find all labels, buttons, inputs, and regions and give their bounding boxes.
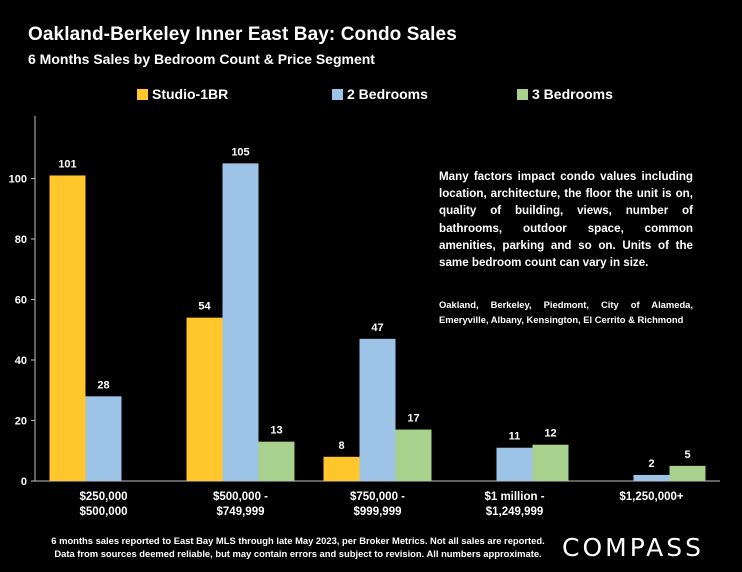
bar (496, 447, 533, 481)
footer-line-2: Data from sources deemed reliable, but m… (54, 548, 542, 559)
y-tick-label: 40 (15, 355, 27, 367)
bar (395, 429, 432, 481)
y-tick-label: 20 (15, 416, 27, 428)
bar (49, 175, 86, 481)
data-label: 105 (231, 146, 249, 158)
legend-label-2-bedrooms: 2 Bedrooms (347, 86, 428, 102)
data-label: 28 (97, 379, 109, 391)
y-tick-label: 80 (15, 234, 27, 246)
data-label: 11 (509, 431, 521, 443)
bar (669, 465, 706, 481)
chart-title: Oakland-Berkeley Inner East Bay: Condo S… (28, 24, 457, 45)
data-label: 47 (371, 322, 383, 334)
bar (323, 456, 360, 481)
bar (186, 317, 223, 481)
x-tick-label: $750,000 - (350, 491, 405, 503)
data-label: 5 (684, 449, 690, 461)
y-tick-label: 60 (15, 295, 27, 307)
data-label: 8 (338, 440, 344, 452)
chart-note: Many factors impact condo values includi… (439, 170, 693, 270)
chart-subtitle: 6 Months Sales by Bedroom Count & Price … (28, 51, 375, 67)
data-label: 101 (58, 158, 76, 170)
legend-swatch-2-bedrooms (332, 88, 343, 100)
cities-note: Oakland, Berkeley, Piedmont, City of Ala… (439, 299, 693, 325)
x-tick-label: $999,999 (354, 506, 402, 518)
legend: Studio-1BR 2 Bedrooms 3 Bedrooms (0, 86, 742, 106)
x-tick-label: $1 million - (484, 491, 544, 503)
footer-disclaimer: 6 months sales reported to East Bay MLS … (0, 534, 596, 560)
legend-label-studio-1br: Studio-1BR (152, 86, 229, 102)
legend-label-3-bedrooms: 3 Bedrooms (532, 86, 613, 102)
bar (359, 338, 396, 481)
legend-item-3-bedrooms: 3 Bedrooms (517, 86, 613, 102)
legend-item-studio-1br: Studio-1BR (137, 86, 228, 102)
x-tick-label: $500,000 (80, 506, 128, 518)
x-tick-label: $1,250,000+ (619, 491, 684, 503)
data-label: 13 (270, 425, 282, 437)
legend-item-2-bedrooms: 2 Bedrooms (332, 86, 428, 102)
data-label: 12 (544, 428, 556, 440)
legend-swatch-3-bedrooms (517, 88, 528, 100)
legend-swatch-studio-1br (137, 88, 148, 100)
x-tick-label: $250,000 (80, 491, 128, 503)
y-tick-label: 0 (21, 476, 27, 488)
bar (222, 163, 259, 481)
bar (633, 474, 670, 481)
y-tick-label: 100 (9, 174, 27, 186)
footer-line-1: 6 months sales reported to East Bay MLS … (51, 535, 545, 546)
bar (85, 396, 122, 481)
x-tick-label: $500,000 - (213, 491, 268, 503)
data-label: 54 (198, 301, 211, 313)
bar (258, 441, 295, 481)
x-tick-label: $1,249,999 (486, 506, 544, 518)
bar (532, 444, 569, 481)
compass-logo: COMPASS (562, 533, 705, 562)
data-label: 2 (648, 458, 654, 470)
data-label: 17 (407, 413, 419, 425)
x-tick-label: $749,999 (217, 506, 265, 518)
